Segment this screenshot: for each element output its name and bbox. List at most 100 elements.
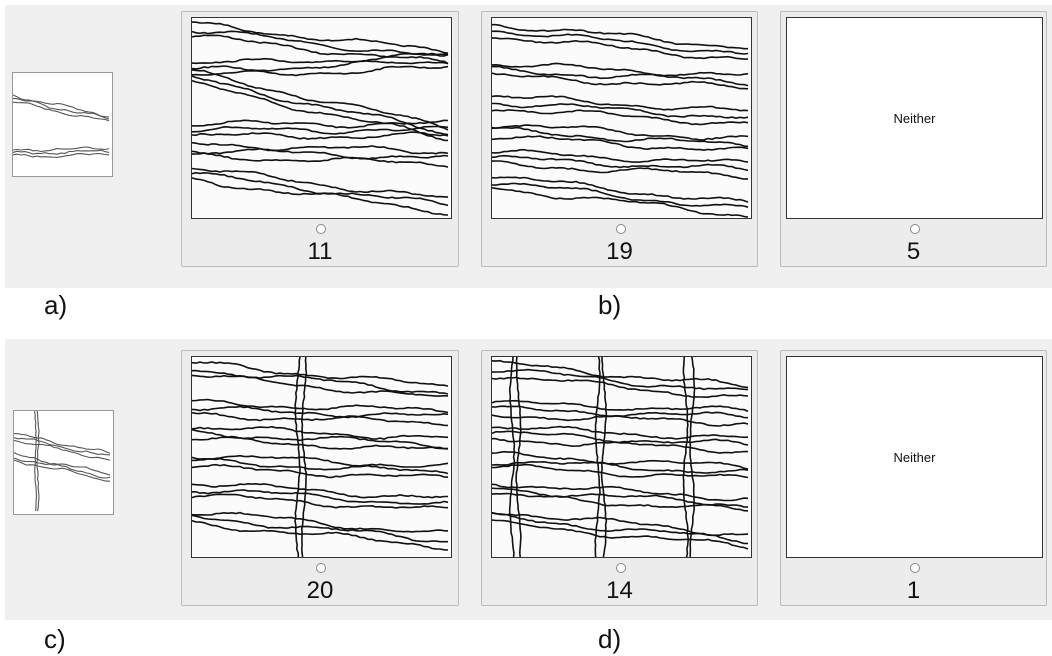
strand (192, 131, 449, 141)
strand (192, 493, 449, 509)
vote-count: 19 (606, 238, 633, 265)
strand (688, 357, 696, 557)
strand (492, 126, 749, 148)
strand (192, 463, 449, 479)
texture (192, 21, 449, 216)
strand (13, 152, 110, 158)
strand (492, 65, 749, 87)
reference-image (13, 410, 114, 515)
strand (492, 399, 749, 413)
strand (192, 374, 449, 397)
strand (492, 154, 749, 172)
strand (192, 79, 449, 142)
strand (192, 361, 449, 387)
radio-button[interactable] (910, 563, 920, 573)
strand (492, 95, 749, 112)
neither-label: Neither (893, 449, 936, 465)
strand (492, 359, 749, 389)
strand (294, 357, 301, 557)
strand (594, 357, 601, 557)
strand (14, 459, 111, 482)
vote-count: 5 (906, 238, 921, 265)
texture (192, 357, 449, 557)
option-card[interactable]: 14 (481, 350, 758, 606)
option-image (191, 17, 452, 219)
strand (192, 511, 449, 533)
option-card[interactable]: 19 (481, 11, 758, 267)
strand (14, 452, 111, 476)
strand (492, 124, 749, 141)
strand (192, 482, 448, 499)
option-image (491, 356, 752, 558)
option-card[interactable]: Neither 1 (780, 350, 1047, 606)
strand (492, 72, 749, 90)
strand (192, 152, 449, 168)
strand (192, 30, 449, 56)
radio-button[interactable] (316, 224, 326, 234)
radio-button[interactable] (616, 224, 626, 234)
strand (192, 59, 449, 72)
radio-button[interactable] (616, 563, 626, 573)
strand (192, 425, 449, 440)
texture (492, 357, 749, 557)
strand (192, 405, 449, 419)
strand (192, 52, 449, 65)
neither-label: Neither (893, 110, 936, 126)
strand (34, 411, 37, 512)
strand (492, 463, 749, 479)
option-image (191, 356, 452, 558)
question-band: 11 19 Neither 5 (5, 5, 1052, 288)
strand (492, 37, 748, 60)
strand (492, 425, 749, 440)
strand (492, 160, 749, 180)
vote-count: 11 (307, 238, 333, 265)
strand (192, 167, 449, 198)
strand (492, 187, 749, 218)
vote-count: 14 (606, 577, 633, 604)
strand (192, 436, 449, 450)
strand (492, 62, 749, 77)
texture (14, 411, 111, 512)
option-card[interactable]: Neither 5 (780, 11, 1047, 267)
strand (492, 483, 749, 502)
strand (492, 519, 749, 550)
strand (492, 30, 749, 55)
strand (13, 97, 110, 120)
strand (192, 119, 449, 129)
strand (192, 398, 449, 414)
strand (192, 125, 449, 135)
strand (492, 176, 749, 203)
strand (192, 21, 449, 54)
strand (492, 368, 749, 391)
strand (492, 512, 749, 545)
strand (492, 414, 749, 427)
strand (192, 428, 449, 450)
strand (192, 411, 449, 427)
strand (492, 437, 749, 454)
reference-image (12, 72, 113, 177)
strand (192, 457, 449, 475)
strand (492, 135, 749, 152)
strand (13, 94, 110, 118)
strand (14, 433, 111, 454)
strand (192, 34, 449, 65)
strand (682, 357, 689, 557)
strand (600, 357, 608, 557)
strand (192, 519, 449, 551)
vote-count: 1 (906, 577, 921, 604)
strand (492, 450, 749, 470)
strand (300, 357, 308, 557)
strand (492, 148, 749, 163)
vote-count: 20 (306, 577, 334, 604)
strand (515, 357, 522, 557)
radio-button[interactable] (910, 224, 920, 234)
option-image (491, 17, 752, 219)
option-card[interactable]: 20 (181, 350, 459, 606)
strand (508, 357, 516, 557)
strand (13, 101, 110, 122)
option-card[interactable]: 11 (181, 11, 459, 267)
strand (492, 109, 749, 126)
radio-button[interactable] (316, 563, 326, 573)
strand (192, 454, 449, 468)
